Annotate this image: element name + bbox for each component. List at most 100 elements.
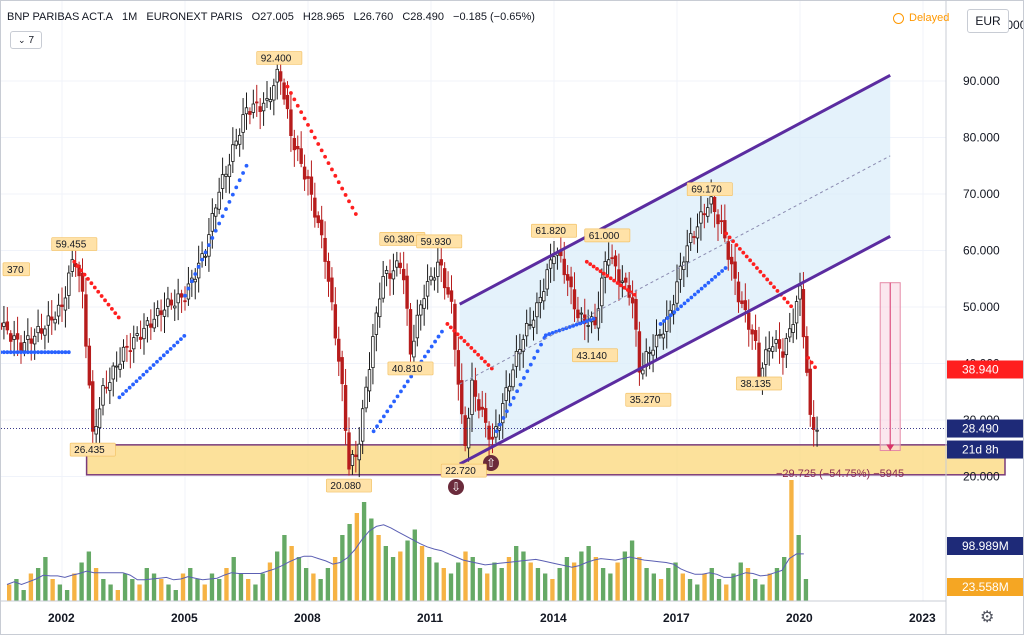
candle-body [234,140,238,146]
psar-dot-down [330,167,334,172]
delayed-status[interactable]: Delayed [893,12,949,24]
ohlc-high: H28.965 [302,11,345,23]
ohlc-open: O27.005 [251,11,294,23]
psar-dot-up [207,243,211,248]
psar-dot-up [144,369,149,374]
candle-body [32,335,37,345]
annotation-box [326,478,372,493]
psar-dot-up [378,419,383,424]
psar-dot-down [289,91,293,95]
psar-dot-up [720,269,724,273]
psar-dot-down [744,254,749,259]
volume-bar [528,562,533,601]
psar-dot-up [405,379,410,384]
volume-bar [361,502,367,601]
candle-body [12,335,16,340]
gear-icon[interactable]: ⚙ [980,609,995,626]
y-tick-label: 70.000 [963,187,1000,201]
volume-bar [398,551,403,601]
candle-body [733,261,737,279]
volume-bar [217,579,222,601]
psar-dot-up [183,293,187,298]
candle-body [176,293,180,304]
psar-dot-down [106,302,111,307]
x-tick-label: 2020 [786,611,813,625]
annotation-box [531,223,577,238]
candle-body [798,285,802,300]
volume-bar [564,557,570,601]
volume-bar [760,584,765,601]
volume-bar [608,573,613,601]
psar-dot-up [679,304,683,309]
candle-body [723,220,727,239]
psar-dot-up [29,350,34,355]
candle-body [593,316,597,326]
psar-dot-up [494,429,499,434]
candle-body [811,416,816,430]
psar-dot-up [409,374,414,379]
currency-button[interactable]: EUR [967,9,1009,33]
candle-body [606,259,611,266]
volume-bar [470,557,475,601]
psar-dot-down [343,193,348,197]
arrow-down-icon: ⇩ [451,480,461,494]
candle-body [244,107,249,115]
symbol-name[interactable]: BNP PARIBAS ACT.A [7,11,113,23]
candle-body [562,258,566,276]
candle-body [661,333,666,339]
volume-bar [275,551,280,601]
volume-bar [767,573,772,601]
candle-body [60,304,64,307]
candle-body [613,255,618,267]
psar-dot-up [433,339,437,344]
candle-body [729,256,734,265]
candle-body [29,338,33,344]
candle-body [237,134,242,145]
psar-dot-up [230,192,235,197]
psar-dot-up [32,350,37,355]
candle-body [299,148,303,164]
psar-dot-up [699,286,704,291]
candle-body [145,320,150,326]
candle-body [275,68,279,83]
psar-dot-up [528,362,533,367]
volume-bar [753,579,758,601]
volume-bar [267,562,273,601]
psar-dot-up [574,322,579,327]
candle-body [183,300,187,303]
volume-bar [108,584,113,601]
psar-dot-down [319,148,324,153]
volume-bar [724,584,729,601]
x-tick-label: 2017 [663,611,690,625]
annotation-box [387,361,434,376]
candle-body [750,329,754,335]
volume-bar [50,579,55,601]
interval-label[interactable]: 1M [122,11,138,23]
psar-dot-down [472,349,477,354]
psar-dot-up [15,350,20,355]
candle-body [149,323,153,328]
psar-dot-down [748,258,753,263]
candle-body [791,324,795,333]
candle-body [36,325,40,334]
volume-bar [615,562,620,601]
candle-body [692,236,696,238]
psar-dot-down [312,135,317,140]
ohlc-close: C28.490 [402,11,444,23]
candle-body [255,101,259,104]
price-annotation: 22.720 [445,466,476,477]
candle-body [9,333,13,342]
volume-bar [521,551,526,601]
psar-dot-up [525,369,530,374]
psar-dot-up [581,320,586,325]
channel-lower-line [458,235,891,466]
psar-dot-up [66,350,71,355]
candle-body [347,432,351,470]
candle-body [801,289,806,338]
volume-bar [427,557,432,601]
psar-dot-up [723,266,728,270]
candle-body [15,333,20,340]
psar-dot-down [75,264,80,268]
indicators-toggle-button[interactable]: ⌄ 7 [10,31,42,49]
